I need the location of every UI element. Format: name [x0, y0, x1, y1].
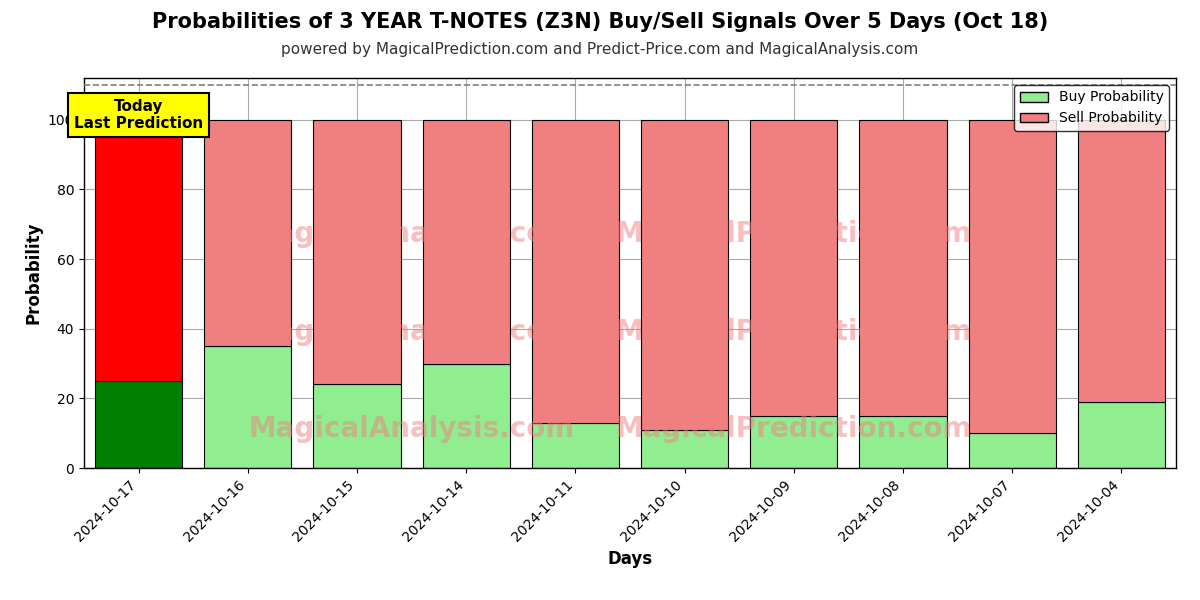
Bar: [422, 120, 510, 364]
Text: Probabilities of 3 YEAR T-NOTES (Z3N) Buy/Sell Signals Over 5 Days (Oct 18): Probabilities of 3 YEAR T-NOTES (Z3N) Bu…: [152, 12, 1048, 32]
Bar: [204, 120, 292, 346]
Bar: [532, 423, 619, 468]
Bar: [641, 430, 728, 468]
Bar: [968, 433, 1056, 468]
Bar: [95, 381, 182, 468]
Text: Today
Last Prediction: Today Last Prediction: [74, 99, 203, 131]
X-axis label: Days: Days: [607, 550, 653, 568]
Bar: [95, 120, 182, 381]
Bar: [313, 385, 401, 468]
Bar: [422, 364, 510, 468]
Bar: [1078, 402, 1165, 468]
Bar: [641, 120, 728, 430]
Bar: [750, 120, 838, 416]
Text: MagicalPrediction.com: MagicalPrediction.com: [616, 220, 972, 248]
Bar: [313, 120, 401, 385]
Bar: [204, 346, 292, 468]
Bar: [532, 120, 619, 423]
Text: MagicalPrediction.com: MagicalPrediction.com: [616, 415, 972, 443]
Text: MagicalAnalysis.com: MagicalAnalysis.com: [248, 220, 575, 248]
Bar: [750, 416, 838, 468]
Bar: [859, 416, 947, 468]
Bar: [1078, 120, 1165, 402]
Text: powered by MagicalPrediction.com and Predict-Price.com and MagicalAnalysis.com: powered by MagicalPrediction.com and Pre…: [281, 42, 919, 57]
Bar: [968, 120, 1056, 433]
Text: MagicalPrediction.com: MagicalPrediction.com: [616, 317, 972, 346]
Bar: [859, 120, 947, 416]
Legend: Buy Probability, Sell Probability: Buy Probability, Sell Probability: [1014, 85, 1169, 131]
Y-axis label: Probability: Probability: [24, 222, 42, 324]
Text: MagicalAnalysis.com: MagicalAnalysis.com: [248, 317, 575, 346]
Text: MagicalAnalysis.com: MagicalAnalysis.com: [248, 415, 575, 443]
